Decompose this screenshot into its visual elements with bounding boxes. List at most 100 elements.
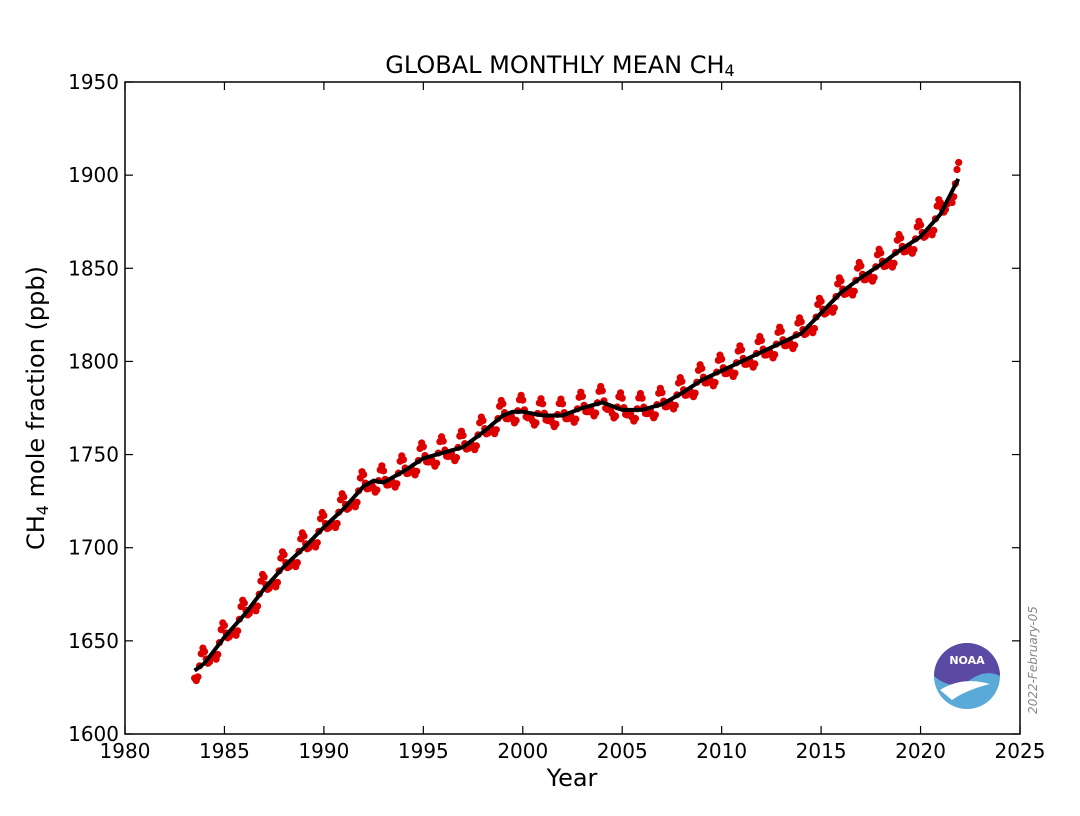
monthly-point [293, 558, 301, 567]
monthly-point [691, 389, 699, 397]
monthly-point [651, 411, 659, 419]
monthly-point [797, 318, 805, 326]
monthly-point [333, 519, 341, 528]
monthly-point [220, 621, 229, 630]
monthly-point [499, 400, 507, 408]
svg-text:NOAA: NOAA [949, 654, 985, 667]
monthly-point [658, 389, 666, 397]
monthly-point [671, 401, 679, 410]
monthly-point [234, 627, 242, 635]
noaa-logo: NOAA [934, 643, 1000, 709]
monthly-point [877, 249, 885, 257]
monthly-point [459, 431, 467, 440]
monthly-point [837, 277, 845, 285]
monthly-point [194, 673, 202, 681]
x-axis: 1980 1985 1990 1995 2000 2005 2010 2015 2020 2025 [100, 82, 1046, 763]
monthly-point [452, 454, 461, 462]
y-tick-label: 1700 [68, 536, 119, 560]
y-tick-label: 1950 [68, 70, 119, 94]
monthly-point [955, 158, 963, 167]
monthly-point [757, 336, 766, 345]
date-stamp: 2022-February-05 [1026, 606, 1040, 714]
x-tick-label: 2025 [995, 739, 1046, 763]
monthly-point [353, 498, 361, 506]
monthly-point [479, 416, 487, 425]
monthly-point [870, 273, 878, 282]
y-tick-label: 1600 [68, 722, 119, 746]
monthly-point [512, 416, 520, 424]
monthly-point [519, 396, 527, 404]
monthly-point [638, 394, 646, 402]
monthly-point [313, 539, 321, 547]
x-tick-label: 2005 [597, 739, 648, 763]
monthly-point [930, 226, 938, 234]
x-tick-label: 1995 [398, 739, 449, 763]
y-tick-label: 1750 [68, 443, 119, 467]
monthly-point [631, 414, 640, 423]
x-tick-label: 2000 [497, 739, 548, 763]
monthly-point [910, 246, 918, 254]
monthly-point [360, 471, 368, 479]
monthly-point [532, 419, 540, 427]
monthly-point [718, 355, 726, 363]
monthly-point [916, 221, 925, 229]
y-tick-label: 1900 [68, 163, 119, 187]
monthly-point [320, 511, 328, 520]
monthly-point [731, 369, 739, 377]
x-axis-title: Year [546, 764, 598, 792]
monthly-point [771, 350, 779, 359]
monthly-point [592, 409, 600, 417]
monthly-point [273, 578, 282, 587]
y-axis: 1600 1650 1700 1750 1800 1850 1900 1950 [68, 70, 1020, 746]
monthly-points [191, 158, 963, 685]
x-tick-label: 1980 [100, 739, 151, 763]
x-tick-label: 2015 [796, 739, 847, 763]
monthly-point [737, 346, 746, 354]
monthly-point [492, 426, 500, 434]
monthly-point [253, 602, 262, 610]
x-tick-label: 1985 [199, 739, 250, 763]
monthly-point [300, 532, 308, 540]
y-axis-title: CH4 mole fraction (ppb) [22, 266, 52, 550]
chart-title: GLOBAL MONTHLY MEAN CH4 [385, 51, 734, 80]
monthly-point [240, 599, 248, 607]
monthly-point [711, 378, 719, 387]
monthly-point [552, 420, 560, 428]
monthly-point [790, 341, 799, 349]
monthly-point [558, 400, 567, 408]
monthly-point [751, 360, 759, 368]
monthly-point [817, 297, 825, 305]
monthly-point [393, 480, 401, 488]
x-tick-label: 2010 [696, 739, 747, 763]
monthly-point [539, 400, 547, 408]
monthly-point [678, 377, 686, 386]
monthly-point [890, 259, 898, 267]
monthly-point [953, 165, 961, 174]
monthly-point [897, 234, 905, 242]
monthly-point [373, 486, 381, 494]
monthly-point [948, 198, 956, 207]
monthly-point [280, 551, 288, 559]
x-tick-label: 1990 [298, 739, 349, 763]
monthly-point [432, 459, 441, 467]
monthly-point [611, 412, 620, 420]
trend-line [193, 177, 961, 673]
monthly-point [472, 442, 480, 450]
monthly-point [572, 415, 580, 423]
monthly-point [618, 394, 626, 402]
monthly-point [777, 327, 785, 335]
y-tick-label: 1650 [68, 629, 119, 653]
monthly-point [578, 392, 587, 400]
monthly-point [936, 199, 945, 207]
monthly-point [850, 287, 858, 295]
monthly-point [399, 456, 408, 464]
plot-area: 1980 1985 1990 1995 2000 2005 2010 2015 2020 2025… [68, 70, 1045, 763]
x-tick-label: 2020 [895, 739, 946, 763]
monthly-point [830, 304, 838, 312]
monthly-point [379, 467, 388, 475]
monthly-point [439, 437, 447, 445]
monthly-point [200, 647, 209, 656]
monthly-point [810, 324, 819, 333]
y-tick-label: 1850 [68, 256, 119, 280]
